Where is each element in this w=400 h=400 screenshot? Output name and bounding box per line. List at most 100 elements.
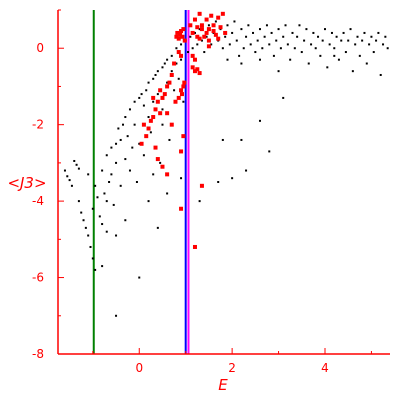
data-point-black-170: [115, 234, 118, 237]
data-point-black-131: [319, 54, 322, 57]
data-point-red-31: [190, 65, 195, 70]
data-point-black-32: [119, 184, 122, 187]
data-point-black-145: [351, 70, 354, 73]
data-point-black-159: [384, 35, 387, 38]
data-point-black-173: [217, 181, 220, 183]
data-point-black-18: [98, 215, 101, 218]
data-point-red-42: [160, 95, 165, 100]
data-point-black-33: [122, 123, 125, 126]
data-point-red-28: [216, 36, 221, 41]
data-point-red-24: [197, 36, 202, 41]
data-point-black-135: [328, 43, 331, 46]
data-point-black-95: [235, 39, 238, 42]
data-point-black-150: [363, 31, 366, 34]
data-point-black-121: [296, 35, 299, 38]
data-point-red-22: [220, 11, 225, 16]
data-point-black-45: [140, 93, 143, 96]
data-point-red-30: [204, 30, 209, 35]
data-point-red-23: [223, 30, 228, 35]
data-point-black-58: [161, 66, 164, 69]
data-point-black-113: [277, 28, 280, 31]
data-point-black-180: [282, 96, 285, 99]
y-tick-label: -4: [32, 194, 44, 208]
data-point-red-9: [190, 30, 195, 35]
data-point-black-149: [361, 39, 364, 42]
data-point-black-138: [335, 35, 338, 38]
data-point-red-71: [190, 53, 195, 58]
data-point-black-83: [207, 24, 210, 27]
data-point-black-11: [87, 234, 90, 237]
data-point-black-106: [261, 47, 264, 50]
data-point-black-129: [314, 47, 317, 50]
data-point-black-158: [382, 43, 385, 46]
data-point-black-52: [152, 77, 155, 80]
data-point-red-29: [195, 34, 200, 39]
data-point-black-61: [166, 58, 169, 61]
data-point-black-49: [147, 81, 150, 84]
data-point-black-2: [68, 179, 71, 182]
data-point-black-94: [233, 20, 236, 23]
data-point-black-23: [105, 200, 108, 203]
data-point-black-7: [77, 200, 80, 203]
data-point-black-123: [300, 51, 303, 54]
data-point-black-166: [156, 226, 159, 229]
data-point-black-48: [145, 89, 148, 92]
data-point-black-30: [117, 127, 120, 130]
data-point-red-43: [158, 88, 163, 93]
x-tick-label: 2: [228, 361, 236, 375]
data-point-black-179: [268, 150, 271, 153]
data-point-black-66: [173, 89, 176, 92]
data-point-black-172: [198, 200, 201, 203]
data-point-black-112: [275, 39, 278, 42]
data-point-black-151: [365, 62, 368, 65]
data-point-black-31: [119, 138, 122, 141]
data-point-black-169: [94, 268, 97, 271]
data-point-black-47: [142, 154, 145, 157]
data-point-red-13: [199, 23, 204, 28]
data-point-black-79: [198, 28, 201, 31]
vertical-lines: [92, 10, 190, 354]
data-point-black-38: [128, 169, 131, 172]
data-point-red-39: [167, 80, 172, 85]
data-point-black-118: [289, 58, 292, 61]
y-tick-label: -2: [32, 118, 44, 132]
data-point-black-57: [159, 161, 162, 164]
data-point-black-72: [182, 100, 185, 103]
data-point-black-176: [240, 138, 243, 141]
data-point-red-73: [206, 44, 211, 49]
data-point-black-3: [70, 184, 73, 187]
data-point-black-132: [321, 39, 324, 42]
data-point-black-40: [133, 100, 136, 103]
data-point-black-127: [310, 43, 313, 46]
data-point-black-108: [265, 24, 268, 27]
data-point-black-111: [272, 54, 275, 57]
data-point-black-4: [73, 159, 76, 162]
data-point-black-133: [323, 28, 326, 31]
data-point-red-57: [179, 88, 184, 93]
data-point-black-100: [247, 24, 250, 27]
data-point-red-62: [181, 134, 186, 139]
data-point-black-120: [293, 47, 296, 50]
data-point-black-90: [224, 35, 227, 38]
data-point-black-16: [94, 184, 97, 187]
data-point-black-22: [105, 154, 108, 157]
data-point-black-6: [77, 167, 80, 170]
data-point-black-163: [258, 58, 261, 61]
data-point-black-39: [131, 146, 134, 149]
data-point-red-41: [162, 92, 167, 97]
data-point-black-93: [231, 31, 234, 34]
data-point-black-64: [170, 54, 173, 57]
data-point-red-15: [204, 17, 209, 22]
data-point-black-165: [226, 58, 229, 61]
data-point-black-143: [347, 39, 350, 42]
data-point-red-26: [206, 38, 211, 43]
data-point-red-44: [155, 99, 160, 104]
data-point-black-110: [270, 31, 273, 34]
data-point-black-148: [358, 54, 361, 57]
data-point-red-66: [151, 95, 156, 100]
data-point-black-130: [317, 35, 320, 38]
data-point-black-60: [163, 62, 166, 65]
data-point-black-177: [221, 138, 224, 141]
data-point-black-107: [263, 35, 266, 38]
data-point-red-56: [181, 84, 186, 89]
